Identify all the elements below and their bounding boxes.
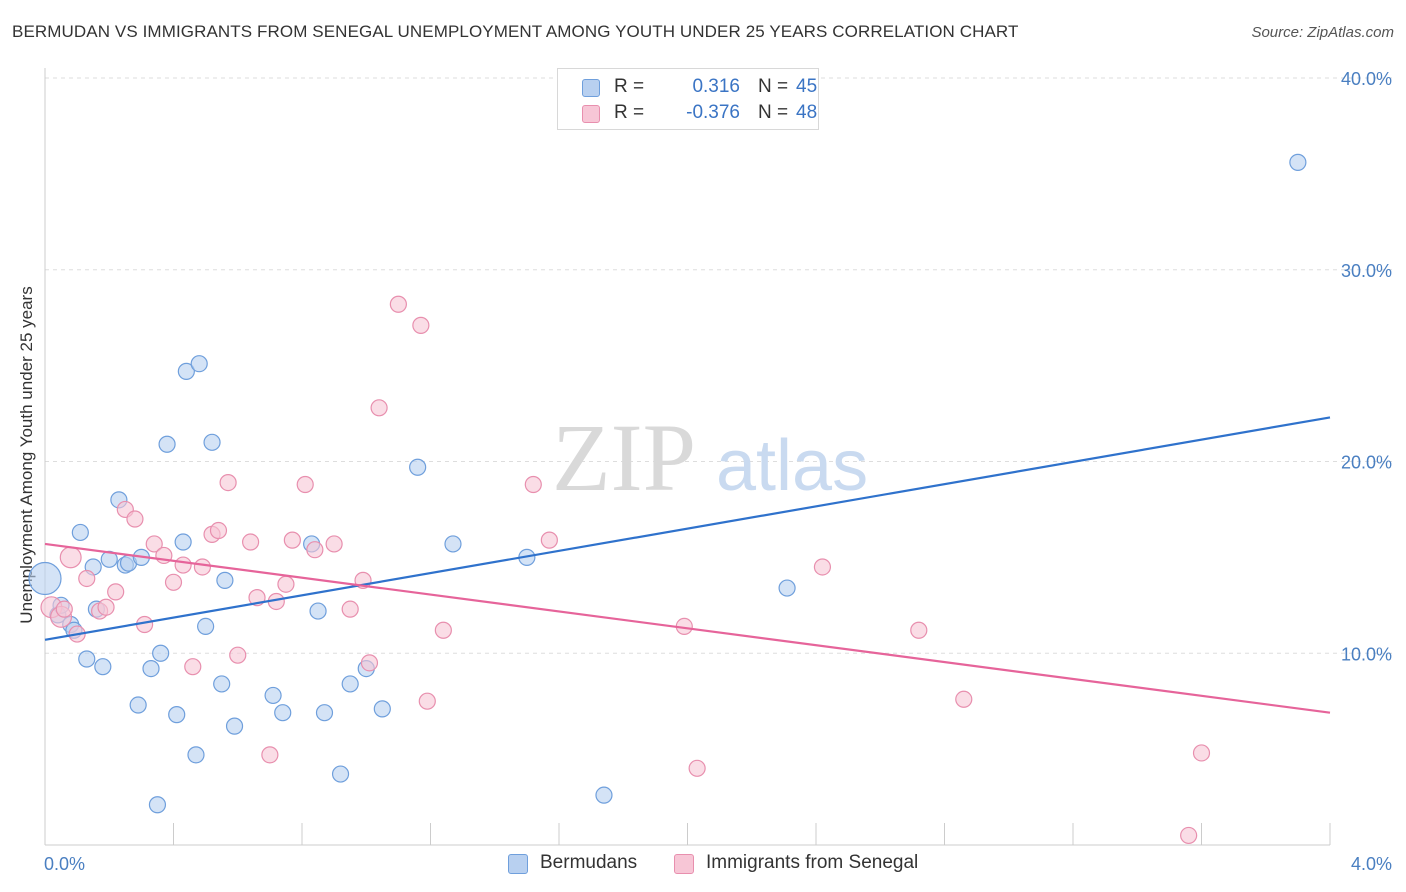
senegal-point: [209, 521, 228, 540]
y-tick-label: 30.0%: [1341, 261, 1392, 281]
bermudan-point: [190, 355, 208, 373]
bermudan-point: [177, 362, 195, 380]
bermudan-point: [78, 650, 96, 668]
bermudan-point: [373, 700, 391, 718]
senegal-point: [59, 546, 82, 569]
senegal-point: [296, 475, 314, 494]
axes: [44, 68, 1331, 846]
bermudan-point: [225, 717, 244, 735]
bermudan-point: [197, 617, 215, 636]
bermudan-point: [158, 435, 176, 453]
bermudan-point: [203, 433, 221, 451]
watermark-atlas: atlas: [716, 426, 868, 506]
senegal-point: [540, 531, 558, 549]
legend-r-label: R =: [614, 102, 645, 123]
series-senegal-points: [40, 295, 1211, 845]
legend-r-value: -0.376: [686, 102, 740, 123]
legend-swatch-blue: [582, 79, 600, 97]
senegal-point: [955, 690, 973, 708]
bermudan-point: [174, 533, 192, 551]
senegal-point: [261, 746, 279, 764]
legend-r-label: R =: [614, 76, 645, 97]
senegal-point: [97, 598, 115, 616]
bermudan-point: [444, 535, 462, 553]
bermudan-point: [274, 704, 292, 722]
senegal-point: [193, 558, 212, 576]
trend-line-bermudans: [44, 416, 1331, 641]
bermudan-point: [28, 561, 62, 596]
senegal-point: [126, 510, 144, 528]
bermudan-point: [409, 458, 427, 476]
senegal-point: [434, 621, 452, 639]
bermudan-point: [1289, 153, 1307, 171]
senegal-point: [412, 316, 430, 334]
senegal-point: [688, 759, 706, 777]
x-tick-max: 4.0%: [1351, 854, 1392, 874]
bermudan-point: [142, 659, 160, 678]
legend-n-value: 48: [796, 102, 818, 123]
bermudan-point: [331, 765, 350, 783]
senegal-point: [306, 541, 324, 559]
senegal-point: [370, 399, 388, 417]
senegal-point: [389, 295, 407, 313]
senegal-point: [164, 573, 183, 591]
bermudan-point: [94, 658, 112, 676]
bermudan-point: [778, 579, 796, 597]
legend-r-value: 0.316: [692, 76, 740, 97]
bermudan-point: [341, 675, 359, 693]
bermudan-point: [168, 706, 186, 724]
senegal-point: [1192, 744, 1211, 762]
watermark-zip: ZIP: [552, 404, 696, 511]
senegal-point: [341, 600, 359, 618]
senegal-point: [813, 558, 832, 576]
senegal-point: [107, 583, 125, 601]
bermudan-point: [213, 675, 231, 693]
senegal-point: [55, 600, 73, 618]
bermudan-point: [71, 523, 89, 542]
senegal-point: [145, 535, 163, 553]
bermudan-point: [309, 602, 327, 620]
senegal-point: [184, 658, 202, 676]
senegal-point: [78, 569, 96, 588]
bermudan-point: [152, 644, 170, 662]
bottom-legend-swatch-pink: [674, 854, 694, 874]
senegal-point: [325, 535, 343, 553]
correlation-legend: R = 0.316 N = 45 R = -0.376 N = 48: [557, 68, 819, 130]
y-tick-label: 40.0%: [1341, 69, 1392, 89]
trend-line-senegal: [44, 542, 1331, 714]
y-tick-label: 20.0%: [1341, 453, 1392, 473]
bermudan-point: [264, 686, 282, 705]
senegal-point: [229, 646, 247, 664]
legend-n-label: N =: [758, 76, 789, 97]
bermudan-point: [595, 786, 613, 804]
y-tick-labels: 10.0% 20.0% 30.0% 40.0%: [1341, 69, 1392, 664]
senegal-point: [219, 473, 237, 492]
senegal-point: [418, 692, 436, 710]
bermudan-point: [216, 571, 234, 589]
senegal-point: [283, 531, 301, 549]
senegal-point: [1180, 826, 1198, 845]
chart-title: BERMUDAN VS IMMIGRANTS FROM SENEGAL UNEM…: [12, 22, 1019, 41]
senegal-point: [910, 621, 928, 639]
source-credit: Source: ZipAtlas.com: [1251, 24, 1394, 41]
bermudan-point: [315, 704, 334, 722]
bottom-legend-swatch-blue: [508, 854, 528, 874]
legend-n-label: N =: [758, 102, 789, 123]
senegal-point: [360, 654, 379, 672]
x-tick-min: 0.0%: [44, 854, 85, 874]
senegal-point: [524, 475, 542, 494]
bermudan-point: [129, 696, 147, 714]
legend-swatch-pink: [582, 105, 600, 123]
bermudan-point: [148, 796, 167, 814]
senegal-point: [242, 533, 260, 551]
gridlines: [45, 77, 1392, 654]
bottom-legend-label-bermudans: Bermudans: [540, 852, 638, 873]
bermudan-point: [187, 746, 205, 764]
bottom-legend-label-senegal: Immigrants from Senegal: [706, 852, 919, 873]
legend-n-value: 45: [796, 76, 818, 97]
senegal-point: [174, 556, 192, 574]
y-tick-label: 10.0%: [1341, 644, 1392, 664]
senegal-point: [277, 575, 295, 593]
